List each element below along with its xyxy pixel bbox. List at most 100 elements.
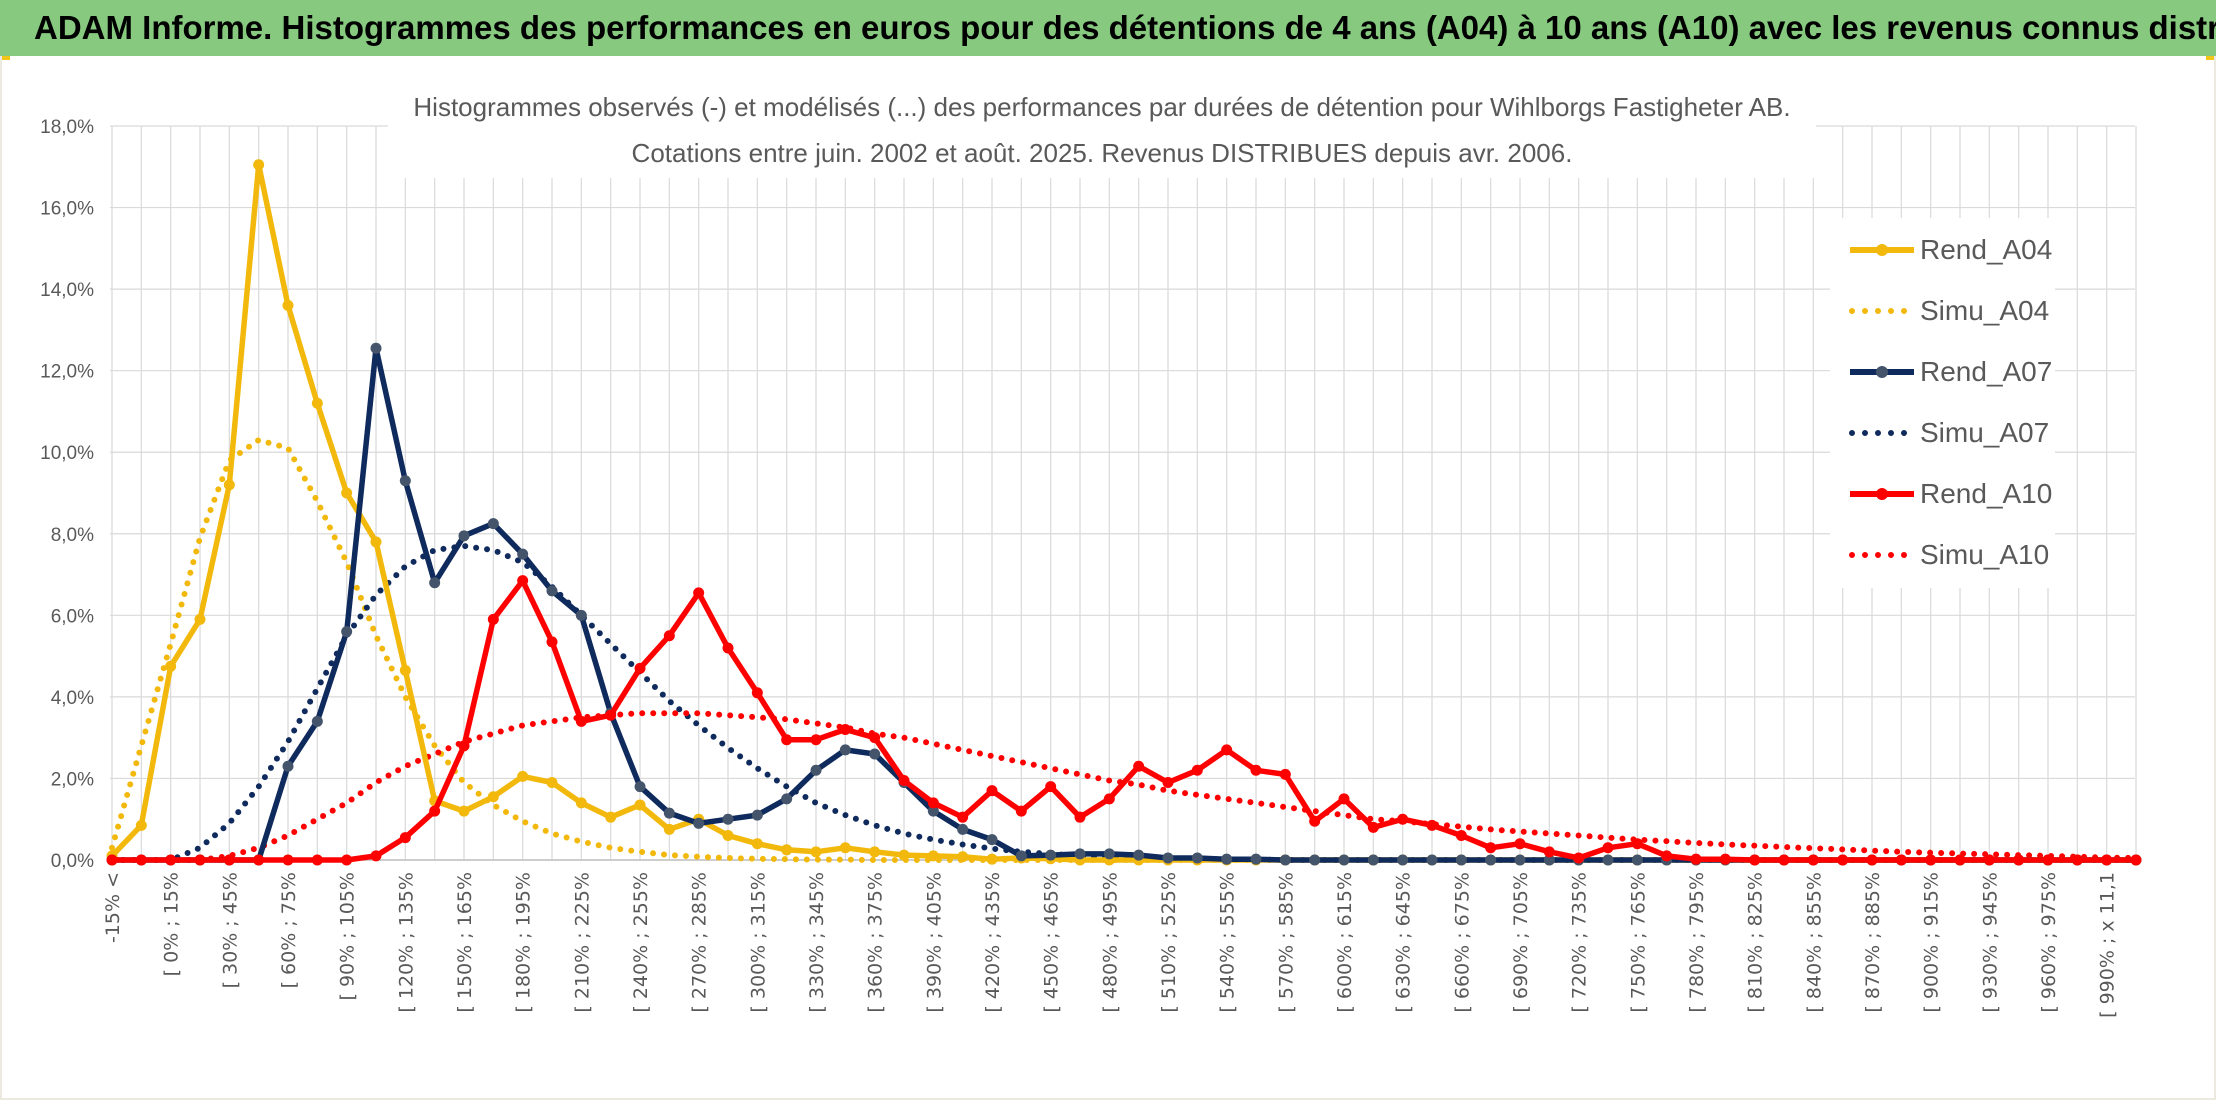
legend-label: Simu_A10: [1920, 539, 2049, 570]
x-tick-label: [ 330% ; 345%: [806, 872, 828, 1013]
data-point: [1661, 850, 1673, 862]
x-tick-label: [ 600% ; 615%: [1334, 872, 1356, 1013]
data-point: [1309, 815, 1321, 827]
data-point: [223, 479, 235, 491]
data-point: [1778, 854, 1790, 866]
x-tick-label: [ 630% ; 645%: [1393, 872, 1415, 1013]
y-tick-label: 6,0%: [51, 606, 94, 627]
data-point: [487, 518, 499, 530]
data-point: [663, 807, 675, 819]
data-point: [1837, 854, 1849, 866]
data-point: [1455, 854, 1467, 866]
x-tick-label: [ 810% ; 825%: [1745, 872, 1767, 1013]
data-point: [810, 846, 822, 858]
vertical-gridlines: [111, 126, 2137, 860]
data-point: [1162, 777, 1174, 789]
data-point: [341, 487, 353, 499]
data-point: [546, 585, 558, 597]
data-point: [1866, 854, 1878, 866]
data-point: [781, 793, 793, 805]
x-tick-label: [ 0% ; 15%: [161, 872, 183, 976]
legend-label: Simu_A04: [1920, 295, 2049, 326]
data-point: [282, 299, 294, 311]
data-point: [1074, 848, 1086, 860]
data-point: [1514, 838, 1526, 850]
x-tick-label: [ 960% ; 975%: [2038, 872, 2060, 1013]
data-point: [957, 811, 969, 823]
data-point: [1191, 764, 1203, 776]
data-point: [1279, 768, 1291, 780]
data-point: [693, 587, 705, 599]
data-point: [1279, 854, 1291, 866]
data-point: [1045, 781, 1057, 793]
data-point: [1338, 793, 1350, 805]
data-point: [2101, 854, 2113, 866]
x-tick-label: [ 60% ; 75%: [278, 872, 300, 988]
data-point: [135, 819, 147, 831]
x-tick-label: -15% <: [102, 872, 124, 943]
data-point: [1074, 811, 1086, 823]
data-point: [1250, 764, 1262, 776]
data-point: [1807, 854, 1819, 866]
data-point: [869, 846, 881, 858]
data-point: [927, 805, 939, 817]
data-point: [1954, 854, 1966, 866]
data-point: [1397, 854, 1409, 866]
page-title: ADAM Informe. Histogrammes des performan…: [34, 9, 2216, 46]
data-point: [751, 687, 763, 699]
data-point: [517, 575, 529, 587]
data-point: [165, 660, 177, 672]
series-lines: [106, 159, 2142, 866]
data-point: [575, 797, 587, 809]
data-point: [839, 842, 851, 854]
x-tick-label: [ 540% ; 555%: [1217, 872, 1239, 1013]
accent-mark-left: [0, 56, 10, 60]
data-point: [751, 809, 763, 821]
x-tick-label: [ 300% ; 315%: [747, 872, 769, 1013]
data-point: [986, 834, 998, 846]
x-tick-label: [ 30% ; 45%: [219, 872, 241, 988]
chart-title-line-1: Histogrammes observés (-) et modélisés (…: [413, 92, 1790, 122]
x-tick-label: [ 90% ; 105%: [337, 872, 359, 1000]
data-point: [898, 849, 910, 861]
data-point: [927, 850, 939, 862]
x-tick-label: [ 360% ; 375%: [865, 872, 887, 1013]
data-point: [927, 797, 939, 809]
y-axis-tick-labels: 0,0% 2,0% 4,0% 6,0% 8,0% 10,0% 12,0% 14,0% 16,0%…: [40, 117, 94, 872]
chart-frame: [0, 56, 2216, 1100]
legend-label: Rend_A07: [1920, 356, 2052, 387]
data-point: [605, 709, 617, 721]
data-point: [253, 159, 265, 171]
legend-item-Simu_A04: Simu_A04: [1849, 295, 2049, 326]
data-point: [311, 715, 323, 727]
data-point: [165, 854, 177, 866]
data-point: [722, 830, 734, 842]
data-point: [1221, 853, 1233, 865]
data-point: [986, 785, 998, 797]
y-tick-label: 14,0%: [40, 280, 94, 301]
data-point: [399, 664, 411, 676]
data-point: [2071, 854, 2083, 866]
data-point: [1631, 838, 1643, 850]
legend-item-Simu_A10: Simu_A10: [1849, 539, 2049, 570]
data-point: [429, 805, 441, 817]
data-point: [1133, 849, 1145, 861]
data-point: [2042, 854, 2054, 866]
data-point: [663, 823, 675, 835]
series-line-Simu_A10: [109, 710, 2139, 863]
data-point: [839, 744, 851, 756]
data-point: [1191, 852, 1203, 864]
legend-background: [1830, 218, 2055, 588]
x-tick-label: [ 930% ; 945%: [1979, 872, 2001, 1013]
data-point: [370, 342, 382, 354]
data-point: [282, 760, 294, 772]
data-point: [575, 715, 587, 727]
data-point: [722, 642, 734, 654]
data-point: [634, 799, 646, 811]
data-point: [458, 740, 470, 752]
chart-title-line-2: Cotations entre juin. 2002 et août. 2025…: [632, 138, 1573, 168]
series-Simu_A07: [109, 542, 2139, 863]
data-point: [1367, 821, 1379, 833]
data-point: [282, 854, 294, 866]
data-point: [751, 838, 763, 850]
